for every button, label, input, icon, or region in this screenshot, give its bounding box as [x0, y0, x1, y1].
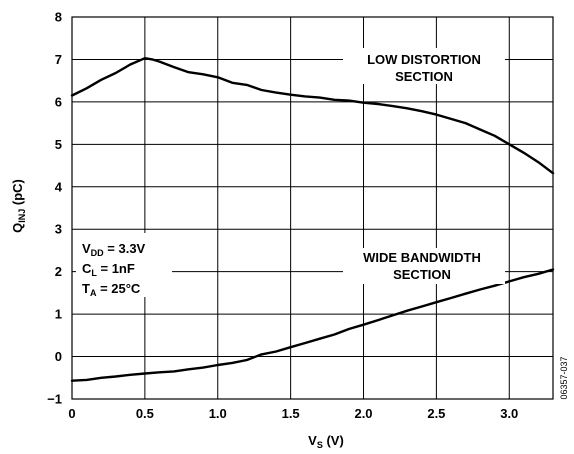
x-tick-label: 1.0: [209, 406, 227, 421]
series-low-distortion-line: [70, 57, 555, 175]
y-axis-label: QINJ (pC): [10, 179, 27, 233]
figure-id: 06357-037: [559, 356, 569, 399]
y-tick-label: 1: [55, 307, 62, 322]
x-tick-label: 2.5: [427, 406, 445, 421]
condition-ta: TA = 25°C: [82, 281, 141, 298]
annotation-low-distortion-line1: LOW DISTORTION: [367, 52, 481, 67]
y-tick-label: 4: [55, 179, 63, 194]
x-tick-label: 1.5: [282, 406, 300, 421]
conditions-box: VDD = 3.3V CL = 1nF TA = 25°C: [76, 233, 172, 298]
annotation-wide-bandwidth-line2: SECTION: [393, 267, 451, 282]
y-tick-label: 8: [55, 10, 62, 25]
annotation-wide-bandwidth: WIDE BANDWIDTH SECTION: [343, 248, 505, 284]
x-tick-label: 0.5: [136, 406, 154, 421]
y-tick-label: 3: [55, 222, 62, 237]
x-tick-label: 2.0: [354, 406, 372, 421]
y-tick-label: −1: [47, 392, 62, 407]
annotation-wide-bandwidth-line1: WIDE BANDWIDTH: [363, 250, 481, 265]
series-layer: [70, 57, 555, 382]
x-axis-label: VS (V): [308, 433, 344, 450]
x-tick-label: 0: [68, 406, 75, 421]
y-tick-label: 0: [55, 349, 62, 364]
condition-cl: CL = 1nF: [82, 261, 135, 278]
condition-vdd: VDD = 3.3V: [82, 241, 146, 258]
y-tick-label: 6: [55, 94, 62, 109]
tick-labels: −1 0 1 2 3 4 5 6 7 8 0 0.5 1.0 1.5 2.0 2.5 3.0: [47, 10, 518, 422]
annotation-low-distortion: LOW DISTORTION SECTION: [343, 48, 505, 84]
y-tick-label: 2: [55, 264, 62, 279]
series-wide-bandwidth-line: [70, 268, 555, 382]
x-tick-label: 3.0: [500, 406, 518, 421]
y-tick-label: 7: [55, 52, 62, 67]
annotation-low-distortion-line2: SECTION: [395, 69, 453, 84]
y-tick-label: 5: [55, 137, 62, 152]
